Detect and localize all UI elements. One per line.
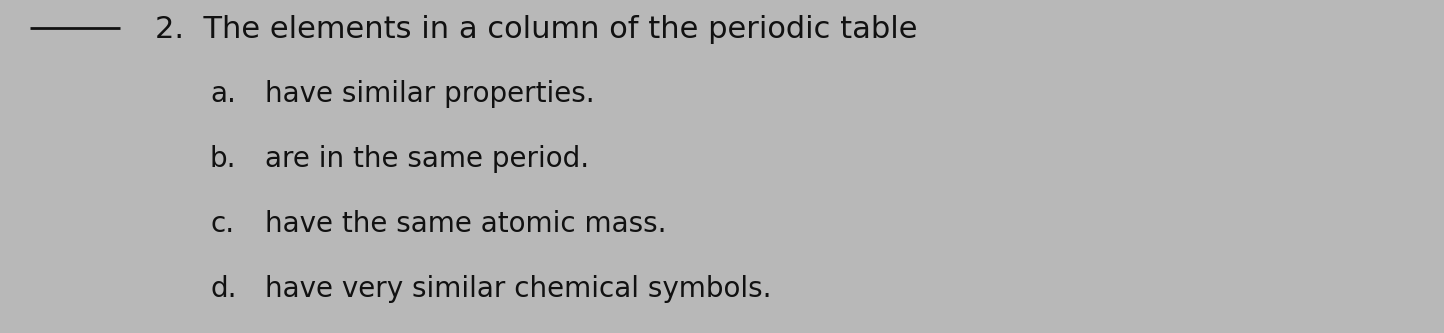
Text: c.: c. xyxy=(209,210,234,238)
Text: have very similar chemical symbols.: have very similar chemical symbols. xyxy=(266,275,771,303)
Text: have the same atomic mass.: have the same atomic mass. xyxy=(266,210,667,238)
Text: d.: d. xyxy=(209,275,237,303)
Text: have similar properties.: have similar properties. xyxy=(266,80,595,108)
Text: b.: b. xyxy=(209,145,237,173)
Text: 2.  The elements in a column of the periodic table: 2. The elements in a column of the perio… xyxy=(155,15,917,44)
Text: are in the same period.: are in the same period. xyxy=(266,145,589,173)
Text: a.: a. xyxy=(209,80,235,108)
